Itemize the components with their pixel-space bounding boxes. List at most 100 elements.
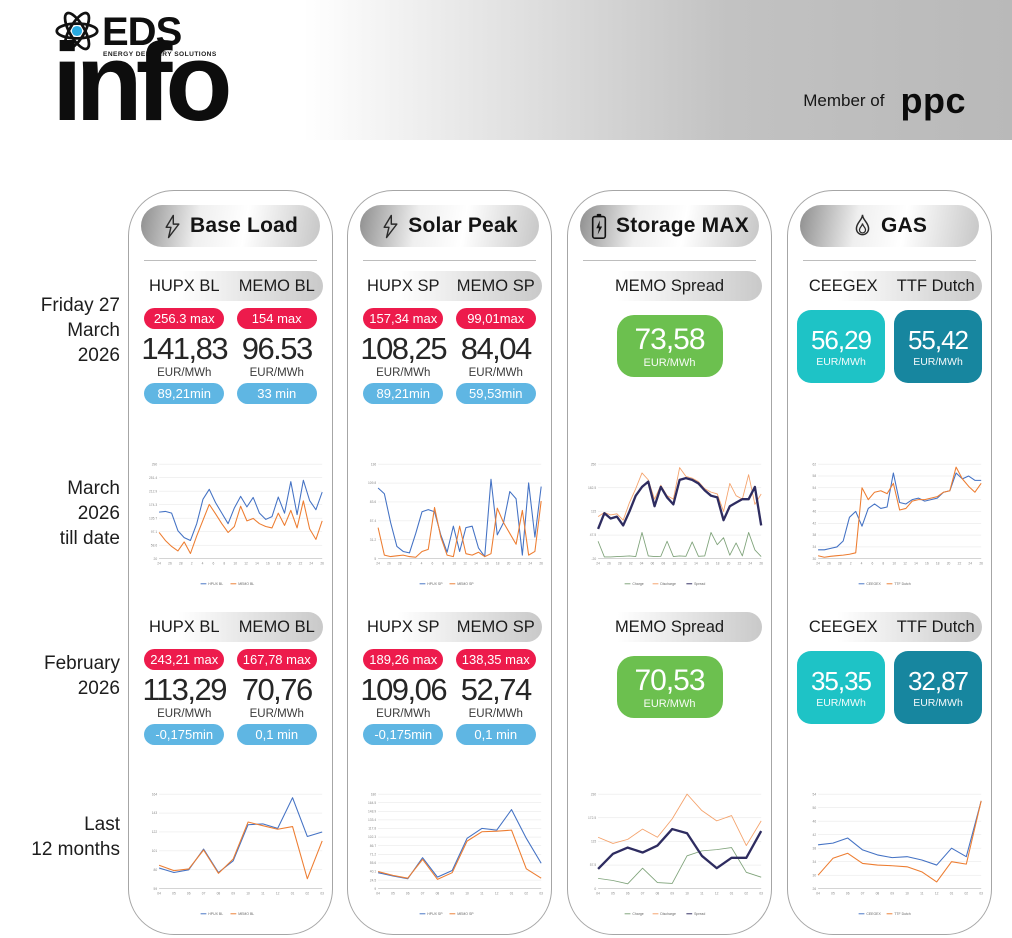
svg-text:34: 34	[813, 545, 817, 549]
svg-text:26: 26	[827, 561, 831, 565]
lightning-icon	[381, 214, 400, 239]
svg-text:4: 4	[861, 561, 863, 565]
svg-text:34: 34	[813, 860, 817, 864]
svg-text:20: 20	[727, 561, 731, 565]
stat-row: 157,34 max 108,25 EUR/MWh 89,21min 99,01…	[357, 301, 542, 404]
svg-text:11: 11	[700, 891, 704, 895]
stat-memo-bl: 154 max 96.53 EUR/MWh 33 min	[231, 301, 324, 404]
stat-row: 243,21 max 113,29 EUR/MWh -0,175min 167,…	[138, 642, 323, 745]
svg-text:24: 24	[968, 561, 972, 565]
svg-text:8: 8	[223, 561, 225, 565]
row-label-line: 2026	[77, 345, 120, 367]
svg-text:20: 20	[288, 561, 292, 565]
svg-text:07: 07	[641, 891, 645, 895]
ttf-value-box: 55,42 EUR/MWh	[894, 310, 982, 383]
max-badge: 189,26 max	[363, 649, 444, 670]
svg-text:11: 11	[480, 891, 484, 895]
svg-text:97.1: 97.1	[151, 530, 158, 534]
stat-hupx-bl: 243,21 max 113,29 EUR/MWh -0,175min	[138, 642, 231, 745]
svg-text:6: 6	[432, 561, 434, 565]
svg-text:Discharge: Discharge	[660, 912, 676, 916]
svg-text:4: 4	[421, 561, 423, 565]
svg-text:Spread: Spread	[694, 912, 705, 916]
gas-value-row: 35,35 EUR/MWh 32,87 EUR/MWh	[797, 651, 982, 724]
svg-text:16: 16	[485, 561, 489, 565]
solar-peak-february: HUPX SP MEMO SP 189,26 max 109,06 EUR/MW…	[357, 612, 542, 750]
subhead-pill: MEMO Spread	[577, 612, 762, 642]
svg-text:12: 12	[495, 891, 499, 895]
svg-text:26: 26	[607, 561, 611, 565]
svg-text:HPUX SP: HPUX SP	[427, 582, 443, 586]
svg-text:59: 59	[154, 887, 158, 891]
svg-text:10: 10	[452, 561, 456, 565]
svg-text:31.2: 31.2	[370, 538, 377, 542]
svg-text:10: 10	[905, 891, 909, 895]
subhead-pill: HUPX SP MEMO SP	[357, 271, 542, 301]
svg-text:26: 26	[387, 561, 391, 565]
svg-text:TTF Dutch: TTF Dutch	[894, 582, 910, 586]
svg-text:09: 09	[450, 891, 454, 895]
column-title: GAS	[880, 214, 928, 237]
svg-text:8: 8	[882, 561, 884, 565]
svg-text:22: 22	[958, 561, 962, 565]
svg-text:HPUX BL: HPUX BL	[208, 582, 223, 586]
card-solar-peak: Solar Peak HUPX SP MEMO SP 157,34 max 10…	[347, 190, 552, 935]
svg-text:01: 01	[510, 891, 514, 895]
svg-text:24.5: 24.5	[370, 878, 377, 882]
svg-text:04: 04	[376, 891, 380, 895]
svg-text:164: 164	[152, 792, 158, 796]
svg-text:MEMO BL: MEMO BL	[238, 582, 254, 586]
svg-text:11: 11	[920, 891, 924, 895]
stat-value: 32,87	[907, 666, 969, 696]
svg-text:6: 6	[872, 561, 874, 565]
svg-text:01: 01	[950, 891, 954, 895]
svg-text:12: 12	[244, 561, 248, 565]
svg-text:HPUX BL: HPUX BL	[208, 912, 223, 916]
svg-text:28: 28	[838, 561, 842, 565]
svg-text:04: 04	[596, 891, 600, 895]
row-label-line: 2026	[77, 503, 120, 525]
svg-text:102.3: 102.3	[368, 835, 376, 839]
svg-text:12: 12	[903, 561, 907, 565]
subhead-label: HUPX SP	[367, 276, 440, 295]
stat-unit: EUR/MWh	[157, 367, 212, 379]
svg-text:22: 22	[518, 561, 522, 565]
svg-text:57.4: 57.4	[370, 519, 377, 523]
svg-text:10: 10	[246, 891, 250, 895]
storage-current: MEMO Spread 73,58 EUR/MWh	[577, 271, 762, 409]
svg-text:02: 02	[305, 891, 309, 895]
stat-row: 256.3 max 141,83 EUR/MWh 89,21min 154 ma…	[138, 301, 323, 404]
svg-text:14: 14	[474, 561, 478, 565]
svg-text:42: 42	[813, 521, 817, 525]
svg-text:06: 06	[651, 561, 655, 565]
svg-text:12: 12	[683, 561, 687, 565]
svg-text:03: 03	[759, 891, 763, 895]
chart-gas-march: 30 34 38 42 46 50 54 58 62 24 26 28 2 4 6 8 10 12 14 16 18 20…	[793, 449, 986, 597]
svg-text:24: 24	[376, 561, 380, 565]
subhead-pill: CEEGEX TTF Dutch	[797, 612, 982, 642]
svg-text:01: 01	[730, 891, 734, 895]
max-badge: 167,78 max	[236, 649, 317, 670]
svg-text:133.4: 133.4	[368, 818, 376, 822]
svg-text:01: 01	[291, 891, 295, 895]
svg-text:08: 08	[662, 561, 666, 565]
svg-text:02: 02	[524, 891, 528, 895]
svg-text:20: 20	[507, 561, 511, 565]
svg-text:24: 24	[309, 561, 313, 565]
gas-value-row: 56,29 EUR/MWh 55,42 EUR/MWh	[797, 310, 982, 383]
svg-text:2: 2	[850, 561, 852, 565]
subhead-pill: HUPX BL MEMO BL	[138, 612, 323, 642]
row-label-line: Friday 27	[40, 295, 120, 316]
subhead-label: HUPX BL	[148, 617, 220, 636]
subhead-label: MEMO Spread	[614, 617, 725, 636]
column-title: Base Load	[190, 214, 298, 237]
min-badge: 0,1 min	[455, 724, 536, 745]
svg-text:10: 10	[892, 561, 896, 565]
svg-text:02: 02	[629, 561, 633, 565]
row-label-february: February 2026	[0, 651, 120, 701]
svg-text:CEEGEX: CEEGEX	[866, 582, 881, 586]
column-title: Storage MAX	[616, 214, 749, 237]
max-badge: 154 max	[236, 308, 317, 329]
svg-text:MEMO BL: MEMO BL	[238, 912, 254, 916]
gas-february: CEEGEX TTF Dutch 35,35 EUR/MWh 32,87 EUR…	[797, 612, 982, 750]
